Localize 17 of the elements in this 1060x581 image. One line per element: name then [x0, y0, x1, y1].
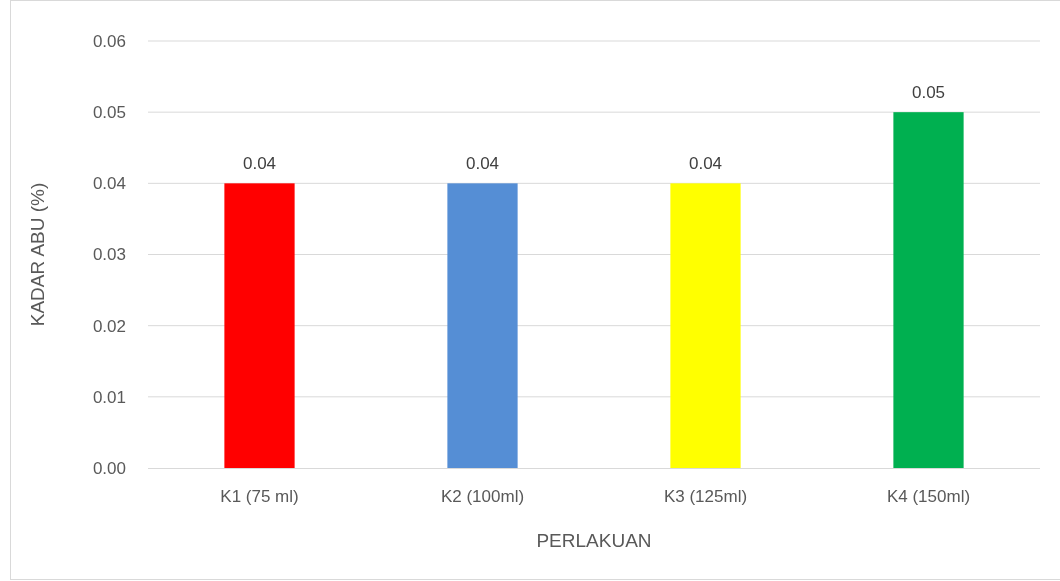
y-tick-label: 0.01 — [92, 387, 126, 407]
y-tick-label: 0.04 — [92, 174, 126, 194]
x-tick-label: K4 (150ml) — [886, 487, 971, 507]
data-label: 0.05 — [911, 83, 946, 103]
data-label: 0.04 — [242, 154, 277, 174]
data-label: 0.04 — [465, 154, 500, 174]
y-tick-label: 0.05 — [92, 103, 126, 123]
y-axis-title: KADAR ABU (%) — [27, 182, 48, 327]
x-tick-label: K3 (125ml) — [663, 487, 748, 507]
y-tick-label: 0.06 — [92, 31, 126, 51]
y-tick-label: 0.03 — [92, 245, 126, 265]
y-tick-label: 0.02 — [92, 316, 126, 336]
y-tick-label: 0.00 — [92, 458, 126, 478]
x-tick-label: K1 (75 ml) — [220, 487, 299, 507]
x-tick-label: K2 (100ml) — [440, 487, 525, 507]
x-axis-title: PERLAKUAN — [536, 530, 652, 551]
data-label: 0.04 — [688, 154, 723, 174]
